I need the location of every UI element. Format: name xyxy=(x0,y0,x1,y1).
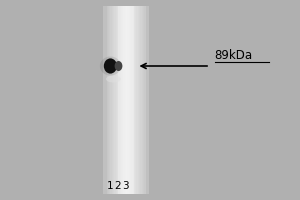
Bar xyxy=(113,6,114,194)
Bar xyxy=(144,6,145,194)
Text: 1: 1 xyxy=(107,181,114,191)
Bar xyxy=(119,6,121,194)
Bar xyxy=(117,6,118,194)
Bar xyxy=(139,6,140,194)
Bar xyxy=(134,6,135,194)
Bar xyxy=(106,6,146,194)
Bar xyxy=(131,6,133,194)
Bar xyxy=(110,6,112,194)
Bar xyxy=(106,6,108,194)
Bar xyxy=(125,6,126,194)
Bar xyxy=(136,6,138,194)
Bar xyxy=(143,6,144,194)
Ellipse shape xyxy=(104,58,117,74)
Ellipse shape xyxy=(100,56,121,75)
Bar xyxy=(121,6,122,194)
Bar xyxy=(126,6,127,194)
Bar xyxy=(118,6,119,194)
Bar xyxy=(118,6,134,194)
Text: 3: 3 xyxy=(122,181,129,191)
Bar xyxy=(109,6,110,194)
Bar xyxy=(133,6,134,194)
Bar xyxy=(114,6,116,194)
Bar xyxy=(123,6,125,194)
Bar xyxy=(135,6,136,194)
Bar xyxy=(138,6,139,194)
Bar xyxy=(103,6,148,194)
Bar xyxy=(112,6,113,194)
Bar xyxy=(108,6,109,194)
Bar xyxy=(122,6,123,194)
Bar xyxy=(129,6,130,194)
Text: 2: 2 xyxy=(115,181,121,191)
Ellipse shape xyxy=(115,61,122,71)
Text: 89kDa: 89kDa xyxy=(214,49,253,62)
Bar xyxy=(127,6,129,194)
Bar xyxy=(130,6,131,194)
Bar xyxy=(116,6,117,194)
Bar xyxy=(142,6,143,194)
Ellipse shape xyxy=(106,75,121,82)
Bar xyxy=(140,6,142,194)
